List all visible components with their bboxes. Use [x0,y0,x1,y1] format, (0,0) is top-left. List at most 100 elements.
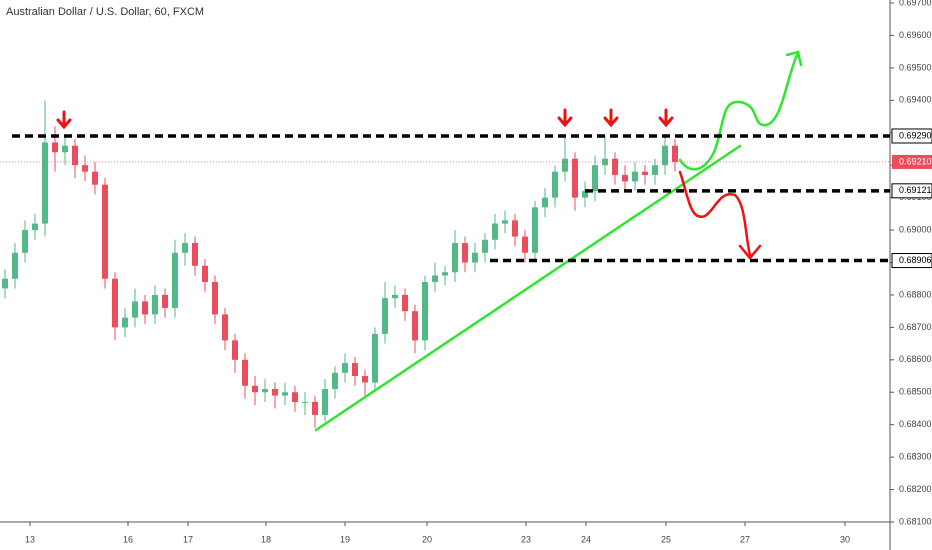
candle-body [492,223,498,240]
candle-body [102,184,108,279]
candle-body [152,294,158,315]
peak-marker [658,108,674,128]
candle-body [22,230,28,253]
candle-body [182,243,188,253]
candle-body [252,385,258,393]
y-tick-label: 0.69000 [899,224,932,234]
y-tick-label: 0.69400 [899,95,932,105]
bull-arrowhead [785,50,803,67]
candle-body [422,281,428,341]
candle-body [562,158,568,172]
candle-body [72,145,78,166]
y-tick-label: 0.68300 [899,452,932,462]
candle-body [172,252,178,308]
candle-body [502,220,508,224]
candle-body [652,165,658,175]
candle-body [2,278,8,289]
peak-marker [56,110,72,130]
x-tick-label: 13 [25,534,35,544]
bear-arrowhead [738,244,762,260]
y-tick-label: 0.68500 [899,387,932,397]
candle-body [412,311,418,341]
candle-body [362,376,368,383]
y-tick-label: 0.69700 [899,0,932,7]
candle-body [272,389,278,396]
bull-path [678,53,799,171]
last-price-label: 0.69210 [899,156,932,166]
last-price-box [892,154,932,169]
candle-body [402,294,408,312]
candle-body [322,389,328,415]
candle-body [92,171,98,185]
candle-body [32,223,38,231]
x-tick-label: 20 [422,534,432,544]
y-tick-label: 0.69500 [899,62,932,72]
candle-body [332,372,338,390]
candle-body [552,171,558,198]
candle-body [632,171,638,182]
candle-body [132,301,138,318]
candle-body [142,301,148,315]
candle-body [512,220,518,237]
y-tick-label: 0.68400 [899,419,932,429]
y-tick-label: 0.69600 [899,30,932,40]
candle-body [642,171,648,175]
candle-body [242,359,248,386]
overlay: 0.69210 0.69290 0.69121 0.68906 [0,128,932,269]
level-label: 0.69290 [899,130,932,140]
drawings [56,50,803,432]
peak-marker [603,108,619,128]
candle-body [82,165,88,172]
y-tick-label: 0.68700 [899,322,932,332]
x-tick-label: 23 [521,534,531,544]
candle-body [452,243,458,273]
candle-body [192,243,198,266]
y-tick-label: 0.68100 [899,516,932,526]
candle-body [532,207,538,253]
candle-body [592,165,598,192]
candle-body [282,392,288,396]
candle-body [392,294,398,299]
y-tick-label: 0.68600 [899,354,932,364]
candle-body [342,363,348,373]
x-tick-label: 24 [581,534,591,544]
candle-body [472,252,478,263]
candle-body [292,392,298,402]
candle-body [222,314,228,341]
level-label: 0.69121 [899,185,932,195]
x-tick-label: 18 [261,534,271,544]
candle-body [572,158,578,198]
x-tick-label: 19 [340,534,350,544]
candle-body [302,401,308,403]
x-tick-label: 16 [123,534,133,544]
candle-body [62,145,68,153]
candle-body [662,145,668,166]
trend-line [314,144,742,432]
candle-body [162,294,168,308]
x-tick-label: 25 [661,534,671,544]
candle-body [672,145,678,162]
level-box [891,128,932,144]
candle-body [542,197,548,208]
level-box [891,183,932,199]
y-tick-label: 0.68200 [899,484,932,494]
candle-body [432,275,438,282]
x-tick-label: 27 [740,534,750,544]
candle-body [202,265,208,282]
candle-body [12,252,18,279]
candle-body [382,298,388,334]
candle-body [482,239,488,253]
candle-body [602,158,608,166]
candle-body [52,142,58,153]
y-tick-label: 0.68800 [899,289,932,299]
level-box [891,253,932,269]
candle-body [232,340,238,360]
candle-body [622,174,628,182]
candle-body [312,401,318,415]
candle-body [42,142,48,224]
candle-body [462,243,468,263]
bear-path [678,170,752,257]
x-tick-label: 17 [183,534,193,544]
